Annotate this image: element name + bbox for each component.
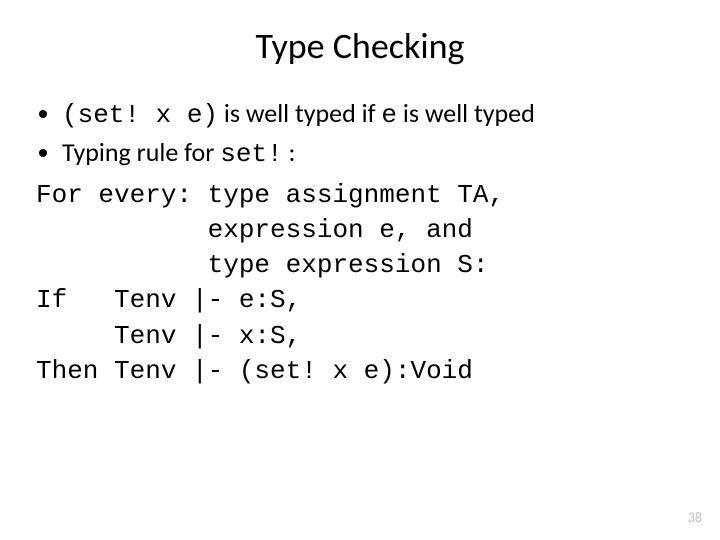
bullet-1: (set! x e) is well typed if e is well ty… xyxy=(62,96,684,133)
rule-line-2: expression e, and xyxy=(36,215,473,245)
slide-body: (set! x e) is well typed if e is well ty… xyxy=(36,96,684,389)
rule-line-6: Then Tenv |- (set! x e):Void xyxy=(36,356,473,386)
slide: Type Checking (set! x e) is well typed i… xyxy=(0,0,720,540)
bullet-2-code: set! xyxy=(220,139,282,169)
rule-line-3: type expression S: xyxy=(36,250,488,280)
bullet-2: Typing rule for set! : xyxy=(62,135,684,172)
bullet-list: (set! x e) is well typed if e is well ty… xyxy=(36,96,684,172)
page-number: 38 xyxy=(688,509,702,526)
slide-title: Type Checking xyxy=(36,24,684,68)
bullet-2-pre: Typing rule for xyxy=(62,136,220,168)
rule-line-1: For every: type assignment TA, xyxy=(36,180,504,210)
rule-line-5: Tenv |- x:S, xyxy=(36,321,301,351)
bullet-2-post: : xyxy=(283,136,296,168)
bullet-1-code-b: e xyxy=(381,100,397,130)
bullet-1-code-a: (set! x e) xyxy=(62,100,218,130)
rule-line-4: If Tenv |- e:S, xyxy=(36,285,301,315)
bullet-1-mid: is well typed if xyxy=(218,97,381,129)
bullet-1-post: is well typed xyxy=(397,97,535,129)
typing-rule-block: For every: type assignment TA, expressio… xyxy=(36,178,684,389)
